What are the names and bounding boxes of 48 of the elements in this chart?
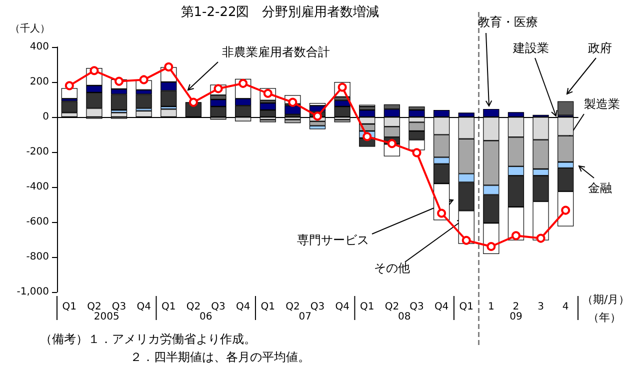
chart-title: 第1-2-22図 分野別雇用者数増減	[180, 4, 380, 20]
x-tick-label: Q3	[211, 302, 226, 312]
x-tick-label: Q3	[112, 302, 126, 312]
x-tick-label: Q4	[335, 302, 350, 312]
y-tick-label: 200	[30, 76, 49, 88]
text: 07	[298, 312, 312, 322]
text: 製造業	[584, 97, 620, 111]
legend-label: 金融	[588, 181, 612, 195]
x-tick-label: Q1	[459, 302, 474, 312]
text: 08	[398, 312, 411, 322]
y-tick-label: -800	[26, 252, 49, 262]
text: （備考）１．アメリカ労働省より作成。	[40, 332, 256, 346]
y-axis-title: （千人）	[10, 22, 50, 34]
text: 06	[199, 312, 212, 322]
x-tick-label: Q3	[410, 302, 424, 312]
x-tick-label: Q1	[62, 302, 77, 312]
y-tick-label: -400	[26, 182, 49, 192]
text: その他	[374, 261, 410, 275]
y-tick-label: -1,000	[16, 286, 49, 298]
text: 2005	[94, 312, 120, 322]
text: ２．四半期値は、各月の平均値。	[130, 350, 310, 364]
x-tick-label: Q4	[236, 302, 250, 312]
text: 政府	[588, 41, 612, 55]
x-axis-title: （期/月）	[582, 293, 624, 306]
x-tick-label: Q2	[384, 302, 400, 312]
text: 建設業	[512, 41, 549, 55]
x-tick-label: Q2	[286, 302, 300, 312]
x-tick-label: Q2	[87, 302, 102, 312]
text: 教育・医療	[478, 15, 538, 29]
text: （年）	[588, 311, 621, 324]
y-tick-label: -200	[26, 146, 49, 158]
x-tick-label: 3	[538, 302, 544, 312]
x-tick-label: Q1	[260, 302, 275, 312]
x-tick-label: Q4	[136, 302, 151, 312]
x-tick-label: 1	[488, 302, 494, 312]
x-tick-label: Q2	[186, 302, 201, 312]
x-tick-label: Q4	[434, 302, 449, 312]
y-tick-label: 0	[42, 112, 49, 122]
y-tick-label: -600	[26, 216, 49, 228]
x-tick-label: Q1	[162, 302, 176, 312]
text: 09	[510, 312, 522, 322]
text: 専門サービス	[297, 233, 369, 247]
x-tick-label: Q3	[310, 302, 325, 312]
y-tick-label: 400	[30, 42, 49, 52]
x-tick-label: 2	[512, 302, 520, 312]
x-tick-label: 4	[562, 302, 569, 312]
text: 非農業雇用者数合計	[222, 45, 330, 59]
x-tick-label: Q1	[360, 302, 374, 312]
